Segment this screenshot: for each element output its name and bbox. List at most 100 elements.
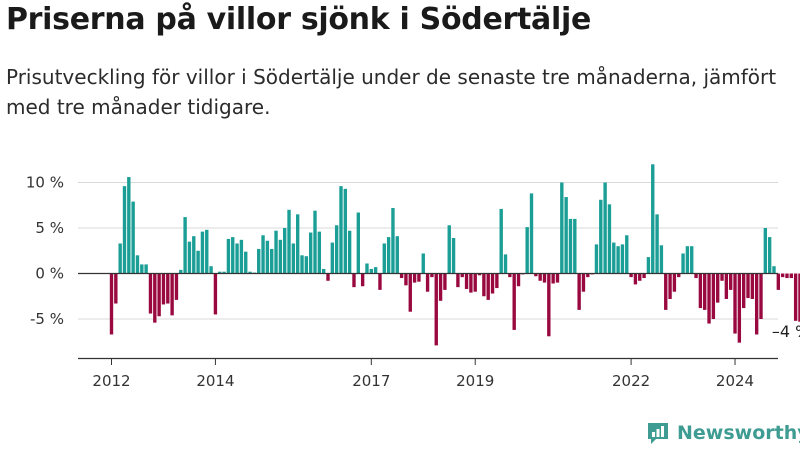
bar	[490, 273, 495, 294]
bars	[109, 164, 800, 346]
bar	[231, 237, 235, 274]
bar	[642, 273, 646, 279]
bar	[430, 273, 434, 278]
bar	[741, 273, 746, 309]
bar	[750, 273, 755, 299]
bar	[443, 273, 447, 290]
bar	[140, 264, 144, 274]
bar	[127, 177, 131, 274]
bar	[438, 273, 443, 301]
bar	[594, 244, 599, 274]
x-tick-label: 2022	[612, 372, 650, 390]
bar	[469, 273, 473, 293]
bar	[729, 273, 733, 290]
bar	[681, 253, 685, 274]
bar	[798, 273, 800, 322]
bar	[391, 207, 395, 274]
bar	[451, 238, 456, 274]
bar	[244, 251, 248, 274]
bar	[170, 273, 174, 316]
bar	[261, 235, 265, 274]
bar	[218, 271, 222, 274]
bar	[330, 242, 335, 274]
bar	[308, 232, 313, 274]
bar	[118, 243, 122, 274]
bar	[512, 273, 516, 330]
bar	[464, 273, 469, 289]
bar	[434, 273, 438, 346]
bar	[408, 273, 412, 312]
bar	[412, 273, 417, 283]
bar	[746, 273, 750, 299]
bar	[144, 264, 148, 274]
bar	[711, 273, 716, 319]
bar	[495, 273, 499, 289]
bar	[551, 273, 555, 284]
bar	[369, 268, 373, 274]
brand-name: Newsworthy	[677, 422, 800, 444]
bar	[677, 273, 681, 278]
bar	[698, 273, 703, 309]
newsworthy-brand: Newsworthy	[645, 420, 800, 446]
bar	[525, 227, 529, 274]
bar	[122, 186, 127, 274]
y-tick-label: 5 %	[35, 219, 64, 237]
bar	[131, 201, 135, 274]
gridlines	[78, 182, 778, 320]
bar	[287, 209, 291, 274]
bar	[733, 273, 737, 334]
bar	[612, 242, 616, 274]
bar	[724, 273, 729, 299]
bar	[586, 273, 590, 278]
bar	[754, 273, 759, 335]
bar	[629, 273, 633, 278]
bar	[482, 273, 486, 297]
bar	[776, 273, 781, 290]
bar	[447, 225, 451, 274]
bar	[534, 273, 538, 277]
bar	[166, 273, 170, 304]
bar	[763, 228, 768, 274]
bar	[538, 273, 542, 281]
bar	[365, 263, 369, 274]
bar	[386, 237, 391, 274]
bar	[321, 268, 326, 274]
bar	[425, 273, 430, 292]
bar	[395, 236, 399, 274]
bar	[352, 273, 356, 288]
bar	[235, 243, 239, 274]
bar	[222, 271, 226, 274]
bar	[573, 218, 577, 274]
bar	[716, 273, 720, 303]
bar	[694, 273, 698, 279]
x-tick-label: 2012	[92, 372, 130, 390]
bar	[460, 273, 464, 278]
x-tick-label: 2024	[716, 372, 754, 390]
bar	[456, 273, 460, 288]
x-axis-tick-labels: 2012 2014 2017 2019 2022 2024	[92, 372, 754, 390]
bar	[785, 273, 789, 279]
bar	[564, 197, 568, 274]
newsworthy-logo-icon	[648, 423, 668, 444]
bar	[183, 217, 187, 274]
bar	[399, 273, 404, 279]
bar	[625, 235, 629, 274]
bar	[789, 273, 793, 279]
bar	[555, 273, 560, 283]
bar	[620, 244, 625, 274]
bar	[737, 273, 742, 343]
bar	[772, 266, 776, 274]
bar	[486, 273, 490, 300]
y-tick-label: -5 %	[30, 310, 64, 328]
bar	[300, 255, 304, 274]
bar	[226, 238, 231, 274]
bar	[187, 241, 192, 274]
bar	[664, 273, 668, 310]
bar	[360, 273, 365, 287]
bar	[577, 273, 581, 310]
bar	[313, 210, 317, 274]
bar	[343, 188, 348, 274]
bar	[114, 273, 118, 304]
bar	[616, 246, 620, 274]
last-value-label: –4 %	[772, 322, 800, 341]
